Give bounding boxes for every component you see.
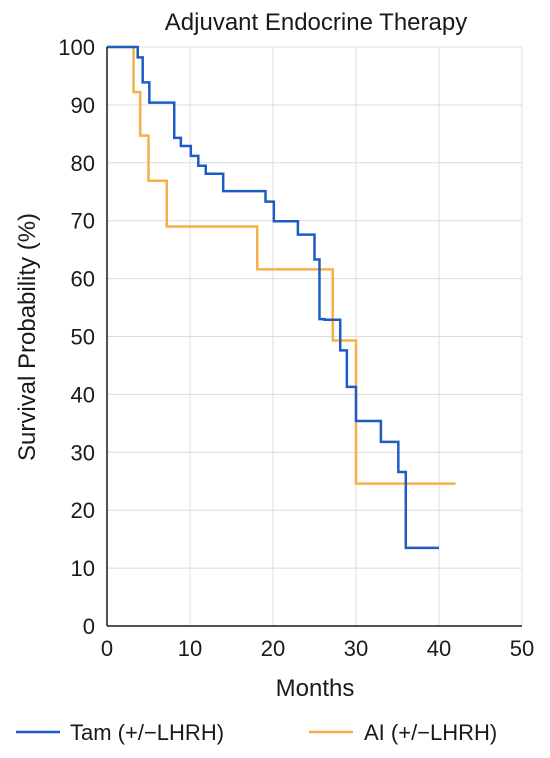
y-tick-label: 60 xyxy=(71,267,95,292)
y-tick-label: 80 xyxy=(71,151,95,176)
y-tick-label: 30 xyxy=(71,440,95,465)
x-tick-label: 40 xyxy=(427,636,451,661)
tick-labels: 0 10 20 30 40 50 0 10 20 30 40 50 60 70 80 90 100 xyxy=(58,35,534,661)
y-tick-label: 40 xyxy=(71,382,95,407)
x-tick-label: 30 xyxy=(344,636,368,661)
y-tick-label: 20 xyxy=(71,498,95,523)
y-tick-label: 0 xyxy=(83,614,95,639)
y-tick-label: 10 xyxy=(71,556,95,581)
series-line-ai xyxy=(107,45,456,485)
x-tick-label: 50 xyxy=(510,636,534,661)
x-axis-title: Months xyxy=(276,675,355,702)
legend: Tam (+/−LHRH) AI (+/−LHRH) xyxy=(16,720,497,745)
chart-title: Adjuvant Endocrine Therapy xyxy=(165,9,467,36)
grid-lines xyxy=(106,46,523,627)
y-tick-label: 50 xyxy=(71,325,95,350)
legend-label: AI (+/−LHRH) xyxy=(364,720,497,745)
x-tick-label: 10 xyxy=(178,636,202,661)
y-tick-label: 90 xyxy=(71,93,95,118)
y-axis-title: Survival Probability (%) xyxy=(14,213,41,461)
axes xyxy=(106,47,522,627)
y-tick-label: 100 xyxy=(58,35,95,60)
series-line-tam xyxy=(107,45,439,550)
x-tick-label: 0 xyxy=(101,636,113,661)
legend-label: Tam (+/−LHRH) xyxy=(70,720,224,745)
y-tick-label: 70 xyxy=(71,209,95,234)
x-tick-label: 20 xyxy=(261,636,285,661)
series-lines xyxy=(107,45,456,550)
